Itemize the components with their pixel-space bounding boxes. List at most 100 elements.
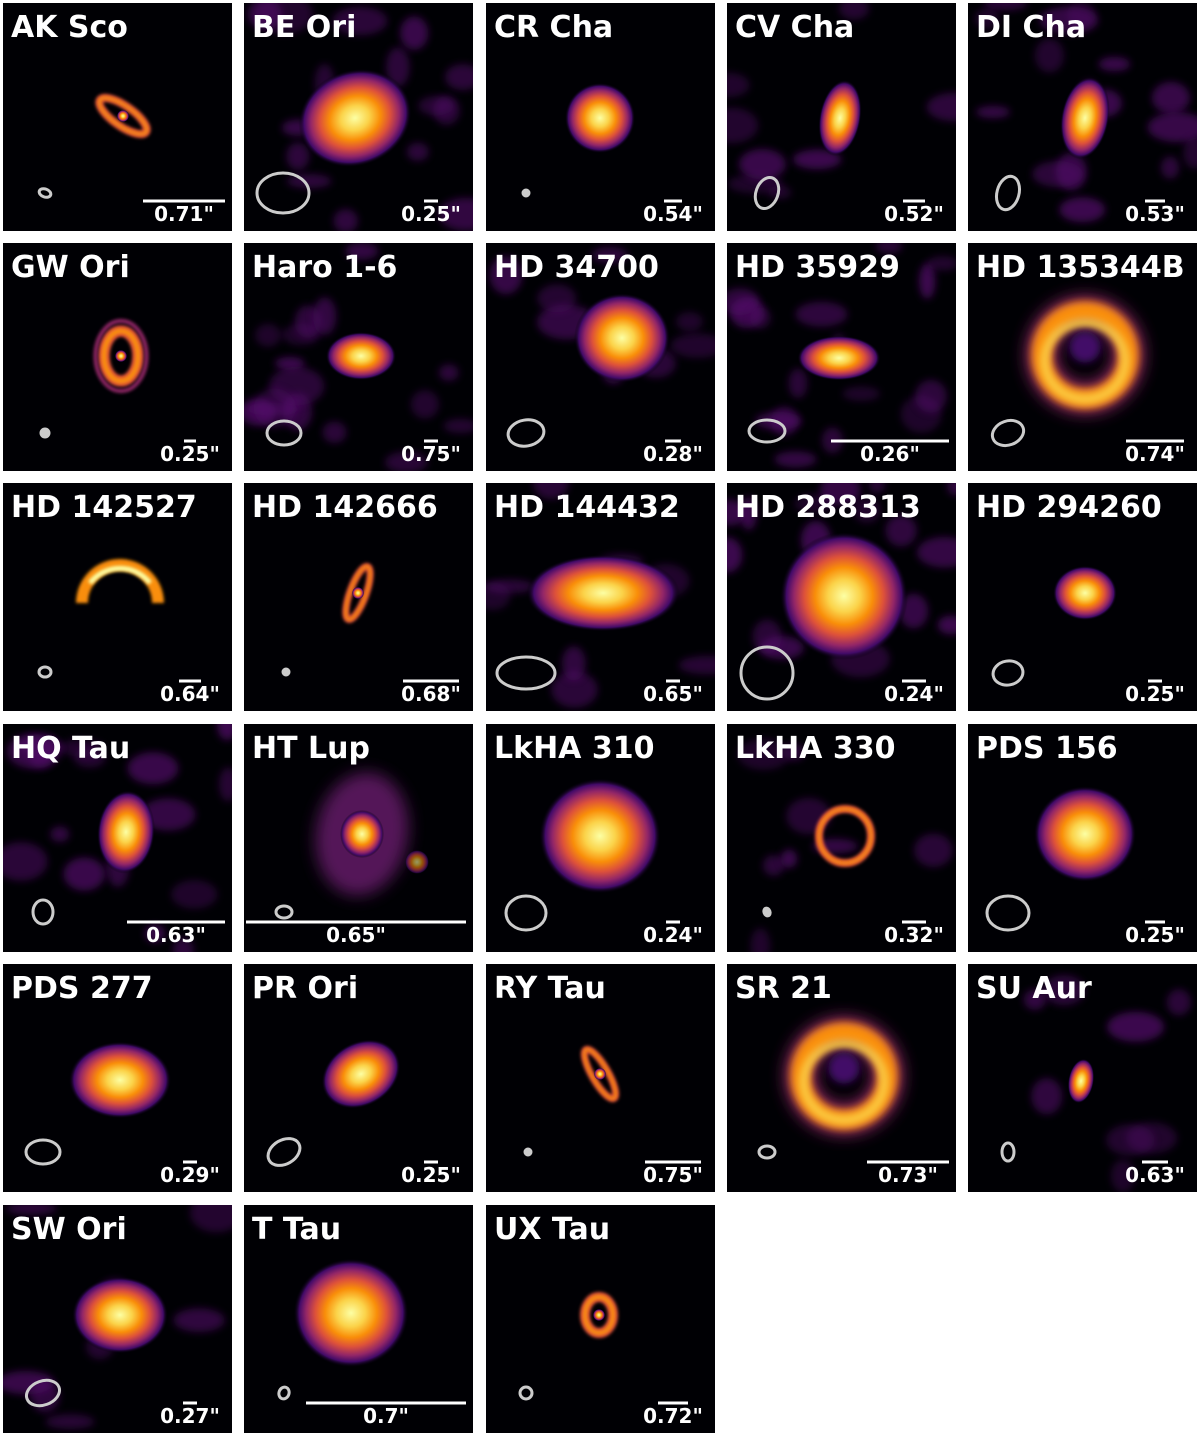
panel: T Tau 0.7" [244, 1205, 473, 1433]
panel: PDS 277 0.29" [3, 964, 232, 1192]
beam [747, 418, 787, 444]
noise [286, 142, 310, 171]
noise [974, 8, 1000, 29]
panel-title: PDS 156 [976, 731, 1118, 766]
noise [1107, 1011, 1165, 1042]
scale-label: 0.63" [1125, 1163, 1185, 1187]
noise [1059, 197, 1106, 223]
noise [386, 47, 410, 87]
noise [927, 256, 956, 271]
source [797, 335, 881, 381]
source-hole [828, 1052, 860, 1084]
beam [39, 427, 51, 439]
noise [410, 390, 440, 419]
beam [506, 418, 546, 448]
noise [190, 1205, 232, 1233]
image [247, 3, 473, 231]
image [39, 319, 149, 439]
source-ring [799, 1039, 889, 1125]
noise [489, 256, 523, 295]
noise [727, 499, 746, 526]
noise [868, 483, 886, 494]
source [1067, 1058, 1095, 1104]
beam [757, 1144, 777, 1160]
image [727, 3, 956, 210]
panel: HD 142666 0.68" [244, 483, 473, 711]
image [991, 565, 1117, 687]
noise [533, 483, 569, 500]
noise [727, 288, 759, 315]
source [818, 80, 862, 156]
image [521, 82, 636, 198]
scale-label: 0.53" [1125, 202, 1185, 226]
panel-title: GW Ori [11, 250, 130, 285]
image [727, 243, 956, 468]
noise [875, 243, 903, 254]
noise [1166, 989, 1191, 1016]
noise [937, 615, 956, 635]
noise [1151, 81, 1190, 114]
noise [1106, 1124, 1155, 1156]
beam [990, 418, 1026, 448]
scale-label: 0.25" [1125, 682, 1185, 706]
panel: CV Cha 0.52" [727, 3, 956, 231]
panel: HT Lup 0.65" [244, 724, 473, 952]
image [3, 724, 232, 952]
noise [1043, 975, 1085, 1006]
scale-label: 0.52" [884, 202, 944, 226]
noise [384, 451, 428, 471]
panel-background [3, 483, 232, 711]
noise [173, 1308, 225, 1333]
scale-label: 0.64" [160, 682, 220, 706]
panel-title: SU Aur [976, 971, 1092, 1006]
noise [783, 743, 805, 761]
noise [313, 297, 337, 336]
scale-label: 0.25" [401, 202, 461, 226]
noise [727, 174, 784, 194]
scale-label: 0.7" [363, 1404, 409, 1428]
noise [144, 924, 166, 943]
noise [345, 243, 379, 260]
scale-label: 0.25" [160, 442, 220, 466]
panel: SR 21 0.73" [727, 964, 956, 1192]
panel: AK Sco 0.71" [3, 3, 232, 231]
beam [255, 171, 311, 215]
noise [562, 646, 586, 681]
panel-title: HD 142666 [252, 490, 438, 525]
noise [3, 842, 48, 881]
beam [25, 1378, 61, 1408]
source [1060, 76, 1110, 160]
image [266, 1039, 401, 1167]
source-ring [101, 328, 141, 384]
panel-title: HD 135344B [976, 250, 1185, 285]
source-ring [1040, 318, 1130, 404]
beam [37, 665, 53, 679]
noise [739, 148, 786, 180]
noise [1031, 1078, 1063, 1115]
panel-title: CR Cha [494, 10, 613, 45]
source-core [352, 587, 364, 599]
scale-label: 0.25" [1125, 923, 1185, 947]
noise [1183, 137, 1197, 169]
image [523, 1045, 620, 1157]
noise [774, 451, 817, 468]
source-core [117, 110, 129, 122]
panel-title: LkHA 330 [735, 731, 895, 766]
image [274, 772, 429, 920]
image [985, 786, 1137, 932]
beam [277, 1385, 291, 1401]
panel: HD 34700 0.28" [486, 243, 715, 471]
source [780, 532, 908, 660]
panel: PR Ori 0.25" [244, 964, 473, 1192]
panel-title: PDS 277 [11, 971, 153, 1006]
noise [274, 357, 305, 370]
scale-label: 0.71" [154, 202, 214, 226]
scale-label: 0.24" [884, 682, 944, 706]
panel: HD 142527 0.64" [3, 483, 232, 711]
noise [916, 536, 956, 568]
scale-label: 0.27" [160, 1404, 220, 1428]
source-ring [97, 96, 149, 136]
noise [332, 6, 388, 36]
noise [247, 3, 282, 30]
scale-label: 0.25" [401, 1163, 461, 1187]
